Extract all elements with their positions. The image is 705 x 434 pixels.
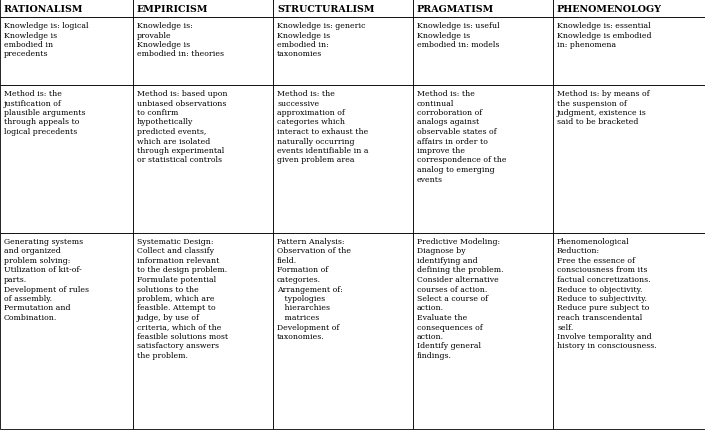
Text: PHENOMENOLOGY: PHENOMENOLOGY — [557, 4, 662, 13]
Bar — [0, 233, 133, 429]
Bar — [413, 233, 553, 429]
Text: PRAGMATISM: PRAGMATISM — [417, 4, 494, 13]
Bar — [413, 0, 553, 18]
Text: EMPIRICISM: EMPIRICISM — [137, 4, 209, 13]
Text: Method is: by means of
the suspension of
judgment, existence is
said to be brack: Method is: by means of the suspension of… — [557, 90, 649, 126]
Bar — [413, 86, 553, 233]
Bar — [413, 18, 553, 86]
Bar — [553, 86, 705, 233]
Text: Knowledge is: generic
Knowledge is
embodied in:
taxonomies: Knowledge is: generic Knowledge is embod… — [277, 22, 365, 58]
Text: Knowledge is:
provable
Knowledge is
embodied in: theories: Knowledge is: provable Knowledge is embo… — [137, 22, 224, 58]
Text: Method is: the
continual
corroboration of
analogs against
observable states of
a: Method is: the continual corroboration o… — [417, 90, 506, 183]
Bar — [273, 233, 413, 429]
Bar — [0, 86, 133, 233]
Bar — [553, 18, 705, 86]
Bar — [0, 0, 133, 18]
Text: Generating systems
and organized
problem solving:
Utilization of kit-of-
parts.
: Generating systems and organized problem… — [4, 237, 89, 321]
Bar — [133, 86, 273, 233]
Bar — [133, 18, 273, 86]
Text: STRUCTURALISM: STRUCTURALISM — [277, 4, 374, 13]
Text: Predictive Modeling:
Diagnose by
identifying and
defining the problem.
Consider : Predictive Modeling: Diagnose by identif… — [417, 237, 503, 359]
Bar — [553, 233, 705, 429]
Bar — [273, 18, 413, 86]
Bar — [0, 18, 133, 86]
Text: Knowledge is: essential
Knowledge is embodied
in: phenomena: Knowledge is: essential Knowledge is emb… — [557, 22, 651, 49]
Bar — [133, 233, 273, 429]
Text: RATIONALISM: RATIONALISM — [4, 4, 83, 13]
Bar — [553, 0, 705, 18]
Text: Knowledge is: logical
Knowledge is
embodied in
precedents: Knowledge is: logical Knowledge is embod… — [4, 22, 89, 58]
Text: Phenomenological
Reduction:
Free the essence of
consciousness from its
factual c: Phenomenological Reduction: Free the ess… — [557, 237, 657, 350]
Text: Method is: the
justification of
plausible arguments
through appeals to
logical p: Method is: the justification of plausibl… — [4, 90, 85, 136]
Text: Pattern Analysis:
Observation of the
field.
Formation of
categories.
Arrangement: Pattern Analysis: Observation of the fie… — [277, 237, 351, 340]
Text: Method is: the
successive
approximation of
categories which
interact to exhaust : Method is: the successive approximation … — [277, 90, 369, 164]
Bar — [133, 0, 273, 18]
Text: Method is: based upon
unbiased observations
to confirm
hypothetically
predicted : Method is: based upon unbiased observati… — [137, 90, 228, 164]
Text: Knowledge is: useful
Knowledge is
embodied in: models: Knowledge is: useful Knowledge is embodi… — [417, 22, 500, 49]
Bar — [273, 86, 413, 233]
Bar — [273, 0, 413, 18]
Text: Systematic Design:
Collect and classify
information relevant
to the design probl: Systematic Design: Collect and classify … — [137, 237, 228, 359]
